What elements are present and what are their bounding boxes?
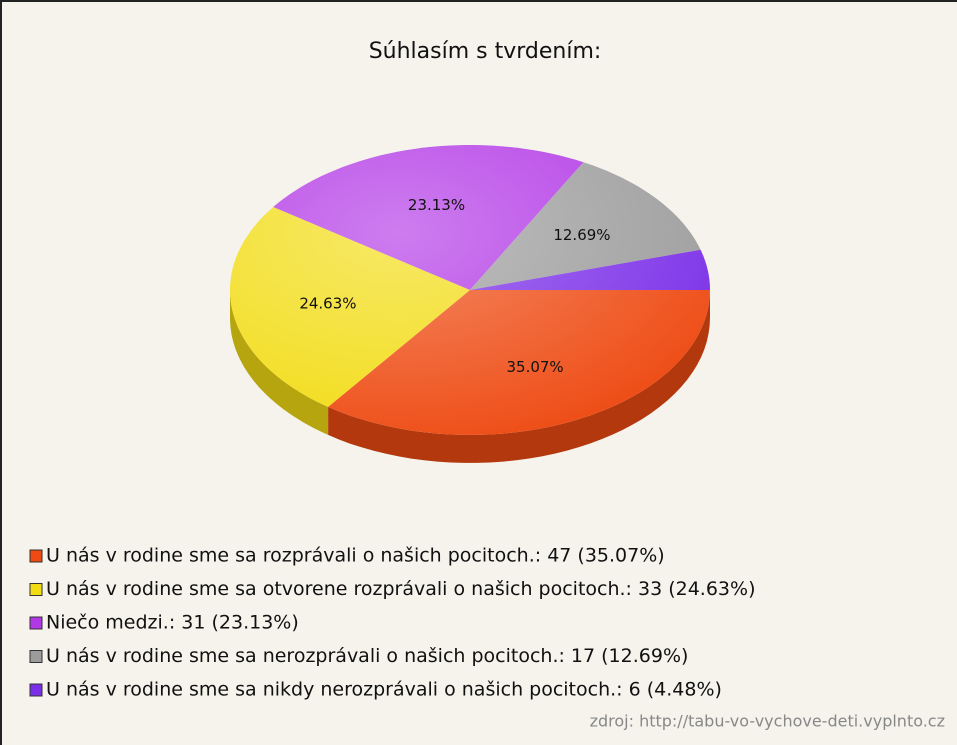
- pie-slice-side: [328, 290, 710, 463]
- slice-label: 23.13%: [408, 196, 465, 214]
- source: zdroj: http://tabu-vo-vychove-deti.vypln…: [590, 712, 945, 731]
- pie-highlight: [230, 145, 710, 435]
- legend-swatch: [29, 683, 43, 697]
- legend-swatch: [29, 583, 43, 596]
- legend-label: U nás v rodine sme sa otvorene rozprával…: [46, 578, 756, 600]
- slice-label: 24.63%: [299, 295, 356, 313]
- pie-slice-side: [230, 290, 329, 435]
- legend-swatch: [29, 650, 43, 663]
- chart-title: Súhlasím s tvrdením:: [369, 39, 602, 64]
- legend-label: U nás v rodine sme sa nikdy nerozprávali…: [46, 679, 722, 701]
- legend-swatch: [29, 549, 43, 563]
- legend-label: Niečo medzi.: 31 (23.13%): [46, 612, 299, 634]
- legend-swatch: [29, 616, 43, 630]
- legend-label: U nás v rodine sme sa nerozprávali o naš…: [46, 645, 688, 667]
- slice-label: 35.07%: [506, 358, 563, 376]
- legend-label: U nás v rodine sme sa rozprávali o našic…: [46, 545, 665, 567]
- slice-label: 12.69%: [553, 226, 610, 244]
